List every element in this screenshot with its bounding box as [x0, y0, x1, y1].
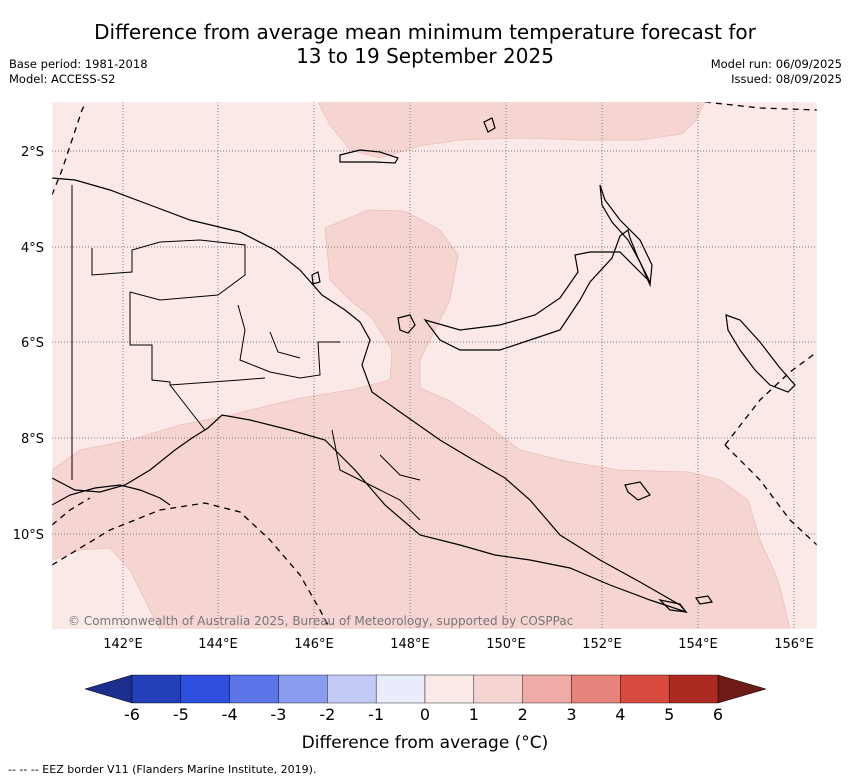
- base-period: Base period: 1981-2018: [9, 57, 148, 71]
- colorbar-cell: [278, 674, 328, 704]
- lon-label: 156°E: [774, 637, 814, 652]
- eez-borders: [52, 102, 817, 629]
- lon-label: 154°E: [678, 637, 718, 652]
- colorbar-extend-left: [84, 674, 133, 704]
- colorbar-cell: [424, 674, 475, 704]
- lon-labels: 142°E 144°E 146°E 148°E 150°E 152°E 154°…: [103, 637, 814, 652]
- lat-labels: 2°S 4°S 6°S 8°S 10°S: [13, 145, 44, 543]
- island-b: [397, 314, 416, 334]
- lat-label: 6°S: [21, 336, 44, 351]
- model-name: Model: ACCESS-S2: [9, 72, 116, 86]
- admin-borders: [71, 185, 421, 521]
- island-f: [694, 595, 714, 605]
- colorbar-cell: [327, 674, 377, 704]
- lat-label: 8°S: [21, 432, 44, 447]
- colorbar-tick-label: 0: [419, 705, 431, 724]
- new-ireland: [599, 184, 653, 288]
- eez-legend: -- -- -- EEZ border V11 (Flanders Marine…: [8, 763, 317, 776]
- issued-date: Issued: 08/09/2025: [731, 72, 842, 86]
- colorbar-tick-label: 3: [566, 705, 577, 724]
- title-line-1: Difference from average mean minimum tem…: [94, 20, 756, 44]
- colorbar-tick-label: 6: [712, 705, 724, 724]
- bougainville: [725, 314, 796, 393]
- colorbar: [84, 674, 767, 704]
- lon-label: 144°E: [198, 637, 238, 652]
- colorbar-tick-label: 1: [468, 705, 479, 724]
- colorbar-extend-right: [717, 674, 767, 704]
- anomaly-1-2-north: [317, 102, 706, 159]
- colorbar-cell: [668, 674, 719, 704]
- map-area: © Commonwealth of Australia 2025, Bureau…: [52, 102, 817, 629]
- colorbar-label: Difference from average (°C): [301, 733, 549, 753]
- colorbar-cell: [375, 674, 426, 704]
- island-e: [658, 599, 688, 613]
- island-d: [624, 481, 651, 501]
- lon-label: 148°E: [390, 637, 430, 652]
- island-a: [483, 117, 496, 133]
- lon-label: 150°E: [486, 637, 526, 652]
- colorbar-tick-label: 2: [517, 705, 528, 724]
- colorbar-cell: [229, 674, 279, 704]
- lon-label: 146°E: [294, 637, 334, 652]
- lat-label: 10°S: [13, 528, 44, 543]
- island-c: [311, 271, 321, 285]
- new-guinea-coast: [52, 177, 688, 614]
- anomaly-0-1-southwest: [52, 547, 161, 629]
- lat-label: 2°S: [21, 145, 44, 160]
- copyright-text: © Commonwealth of Australia 2025, Bureau…: [68, 614, 573, 628]
- colorbar-tick-label: -2: [319, 705, 336, 724]
- lon-label: 152°E: [582, 637, 622, 652]
- lon-label: 142°E: [103, 637, 143, 652]
- colorbar-tick-label: -1: [368, 705, 385, 724]
- model-run: Model run: 06/09/2025: [710, 57, 842, 71]
- colorbar-tick-label: -5: [172, 705, 189, 724]
- colorbar-tick-label: -6: [124, 705, 140, 724]
- colorbar-tick-label: 4: [615, 705, 626, 724]
- new-britain: [423, 228, 651, 351]
- colorbar-cell: [571, 674, 621, 704]
- title-line-2: 13 to 19 September 2025: [296, 44, 554, 68]
- colorbar-tick-label: -4: [221, 705, 238, 724]
- colorbar-tick-label: 5: [664, 705, 675, 724]
- colorbar-cell: [131, 674, 182, 704]
- colorbar-cell: [620, 674, 670, 704]
- manus-island: [339, 149, 399, 164]
- torres-strait-coast: [52, 484, 171, 506]
- colorbar-cell: [473, 674, 523, 704]
- colorbar-cell: [522, 674, 572, 704]
- colorbar-tick-label: -3: [270, 705, 287, 724]
- colorbar-cell: [180, 674, 230, 704]
- coastlines: [52, 117, 796, 614]
- lat-label: 4°S: [21, 241, 44, 256]
